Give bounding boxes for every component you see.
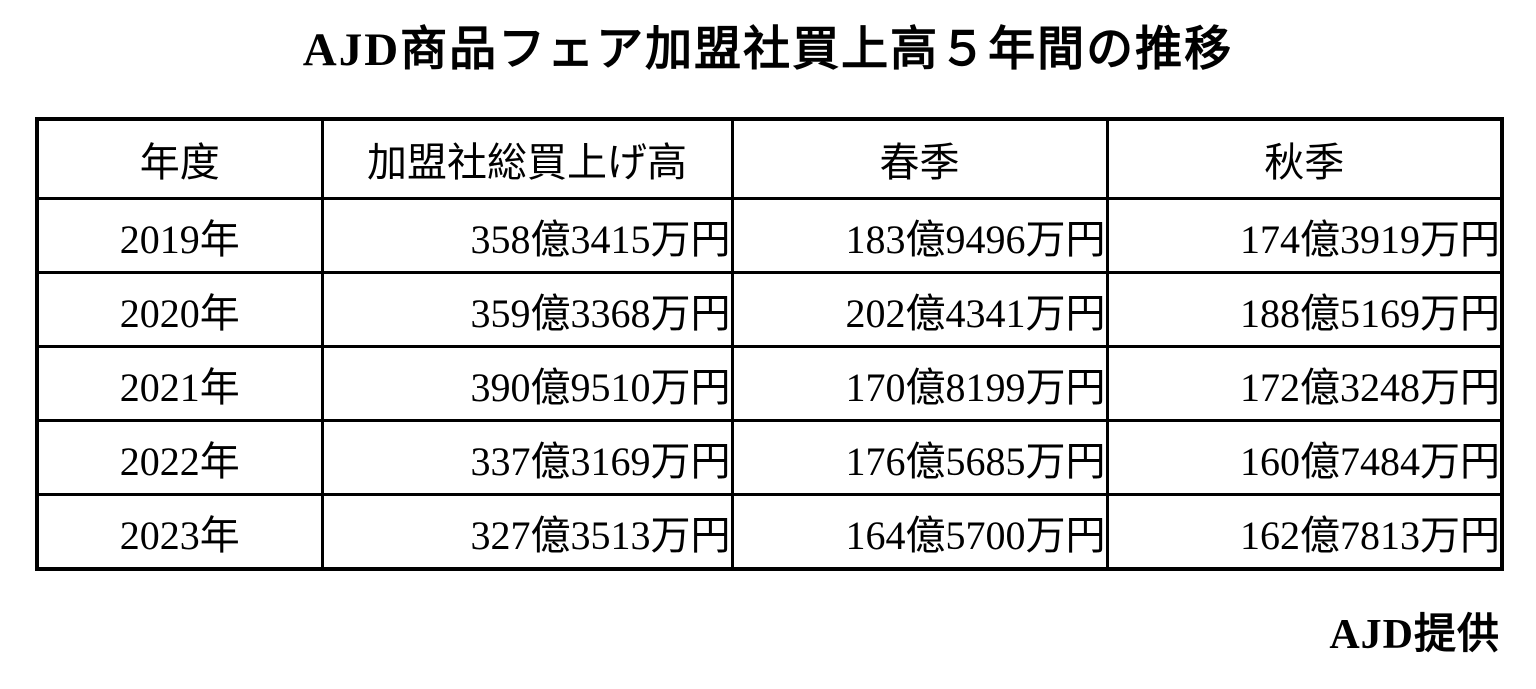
year-cell: 2022年 xyxy=(35,419,324,496)
year-cell: 2021年 xyxy=(35,345,324,422)
year-cell: 2020年 xyxy=(35,271,324,348)
year-cell: 2019年 xyxy=(35,197,324,274)
autumn-cell: 160億7484万円 xyxy=(1105,419,1504,496)
table-row: 2022年 337億3169万円 176億5685万円 160億7484万円 xyxy=(35,419,1504,496)
table-row: 2020年 359億3368万円 202億4341万円 188億5169万円 xyxy=(35,271,1504,348)
column-header-total: 加盟社総買上げ高 xyxy=(320,117,734,200)
total-cell: 390億9510万円 xyxy=(320,345,734,422)
table-row: 2021年 390億9510万円 170億8199万円 172億3248万円 xyxy=(35,345,1504,422)
autumn-cell: 162億7813万円 xyxy=(1105,493,1504,571)
table-row: 2019年 358億3415万円 183億9496万円 174億3919万円 xyxy=(35,197,1504,274)
sales-table: 年度 加盟社総買上げ高 春季 秋季 2019年 358億3415万円 183億9… xyxy=(35,117,1504,571)
column-header-spring: 春季 xyxy=(730,117,1109,200)
spring-cell: 176億5685万円 xyxy=(730,419,1109,496)
spring-cell: 170億8199万円 xyxy=(730,345,1109,422)
total-cell: 337億3169万円 xyxy=(320,419,734,496)
year-cell: 2023年 xyxy=(35,493,324,571)
column-header-autumn: 秋季 xyxy=(1105,117,1504,200)
total-cell: 327億3513万円 xyxy=(320,493,734,571)
spring-cell: 164億5700万円 xyxy=(730,493,1109,571)
total-cell: 359億3368万円 xyxy=(320,271,734,348)
autumn-cell: 172億3248万円 xyxy=(1105,345,1504,422)
page-title: AJD商品フェア加盟社買上高５年間の推移 xyxy=(302,24,1234,76)
spring-cell: 202億4341万円 xyxy=(730,271,1109,348)
spring-cell: 183億9496万円 xyxy=(730,197,1109,274)
header-row: 年度 加盟社総買上げ高 春季 秋季 xyxy=(35,117,1504,200)
autumn-cell: 174億3919万円 xyxy=(1105,197,1504,274)
table-row: 2023年 327億3513万円 164億5700万円 162億7813万円 xyxy=(35,493,1504,571)
autumn-cell: 188億5169万円 xyxy=(1105,271,1504,348)
column-header-year: 年度 xyxy=(35,117,324,200)
source-credit: AJD提供 xyxy=(1329,612,1500,658)
total-cell: 358億3415万円 xyxy=(320,197,734,274)
